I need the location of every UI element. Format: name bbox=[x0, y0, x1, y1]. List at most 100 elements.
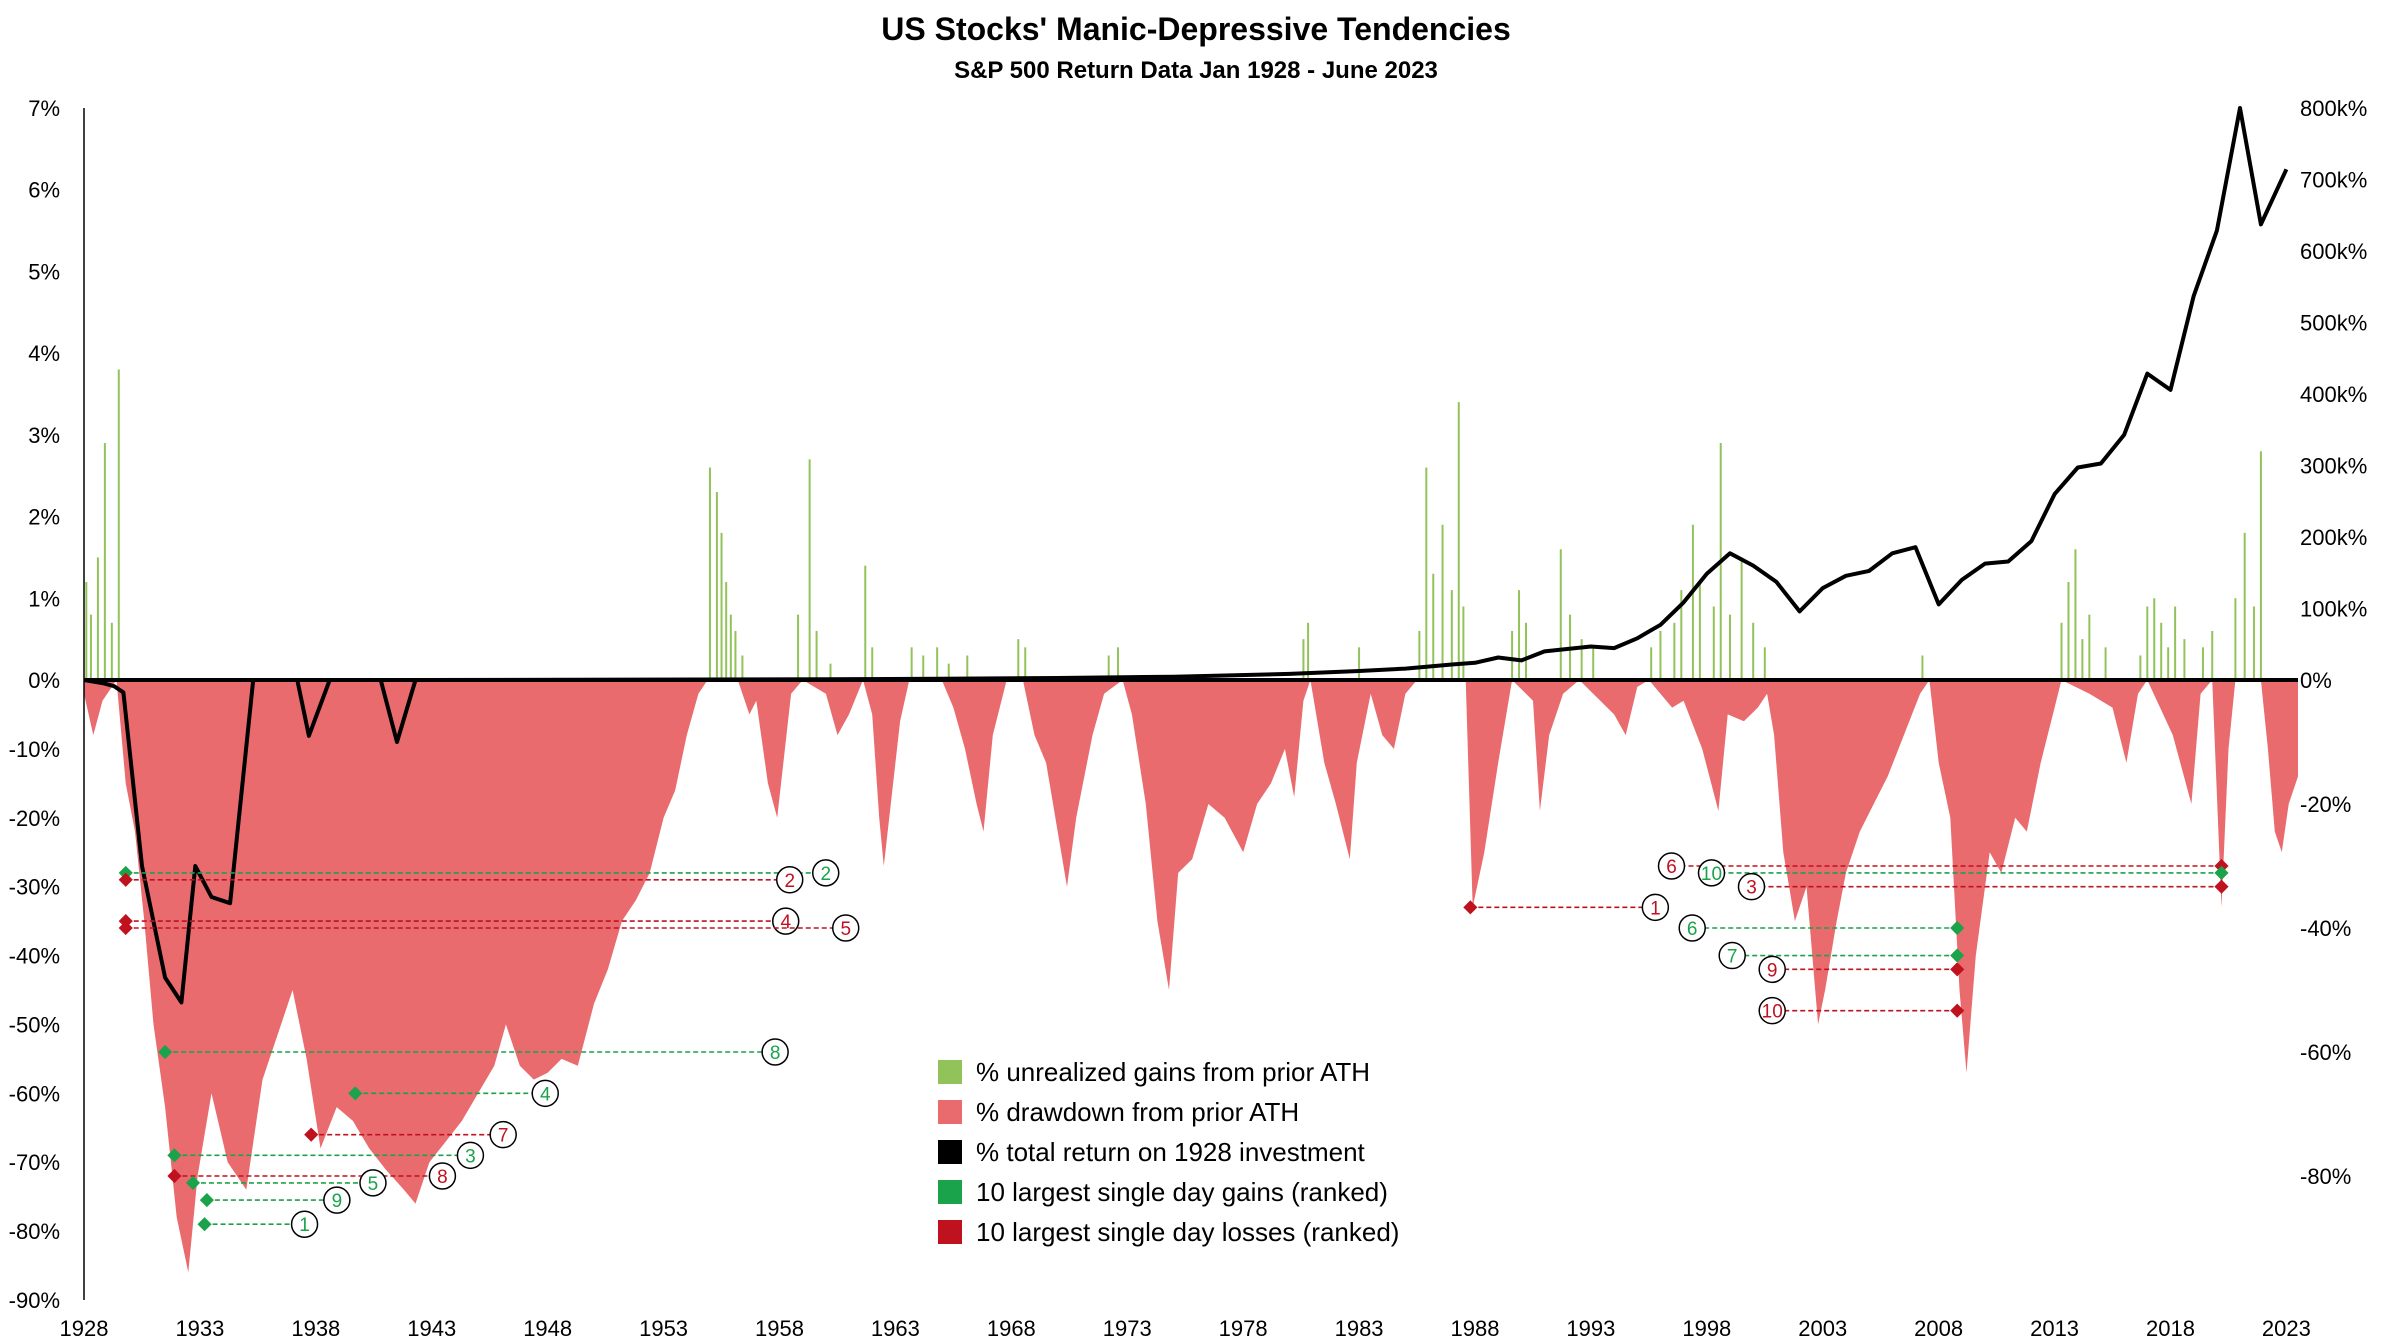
rank-marker-gain-3 bbox=[167, 1148, 182, 1163]
x-tick-label: 2023 bbox=[2262, 1316, 2311, 1341]
x-tick-label: 1973 bbox=[1103, 1316, 1152, 1341]
rank-marker-loss-9 bbox=[1950, 962, 1965, 977]
right-tick-label: 700k% bbox=[2300, 168, 2367, 193]
rank-marker-gain-9 bbox=[199, 1193, 214, 1208]
rank-label-loss-10: 10 bbox=[1762, 1002, 1783, 1023]
rank-label-loss-6: 6 bbox=[1666, 857, 1677, 878]
drawdown-area-layer bbox=[84, 680, 2298, 1273]
rank-circle-loss-9 bbox=[1758, 955, 1786, 984]
left-tick-label: -40% bbox=[9, 944, 60, 969]
rank-label-loss-2: 2 bbox=[784, 871, 795, 892]
left-tick-label: 2% bbox=[28, 505, 60, 530]
gains-spike-layer bbox=[85, 369, 2262, 680]
rank-circle-gain-10 bbox=[1697, 859, 1726, 887]
rank-marker-loss-8 bbox=[167, 1168, 182, 1184]
left-tick-label: 4% bbox=[28, 341, 60, 366]
rank-circle-loss-3 bbox=[1737, 872, 1766, 901]
rank-label-gain-1: 1 bbox=[299, 1215, 310, 1236]
rank-label-loss-3: 3 bbox=[1746, 878, 1757, 899]
right-tick-label: 800k% bbox=[2300, 96, 2367, 121]
rank-marker-gain-7 bbox=[1950, 948, 1965, 963]
rank-circle-gain-8 bbox=[761, 1038, 789, 1066]
x-tick-label: 1978 bbox=[1219, 1316, 1268, 1341]
legend-swatch bbox=[938, 1220, 962, 1244]
x-tick-label: 1943 bbox=[407, 1316, 456, 1341]
rank-marker-loss-2 bbox=[118, 872, 133, 887]
x-tick-label: 1988 bbox=[1451, 1316, 1500, 1341]
left-tick-label: -90% bbox=[9, 1288, 60, 1313]
left-tick-label: -10% bbox=[9, 737, 60, 762]
right-tick-label: -20% bbox=[2300, 792, 2351, 817]
rank-label-gain-8: 8 bbox=[770, 1043, 781, 1064]
right-tick-label: -80% bbox=[2300, 1164, 2351, 1189]
rank-circle-gain-5 bbox=[359, 1169, 387, 1197]
rank-marker-gain-4 bbox=[348, 1086, 363, 1101]
rank-circle-loss-8 bbox=[428, 1162, 457, 1190]
x-tick-label: 1928 bbox=[60, 1316, 109, 1341]
legend-label: 10 largest single day gains (ranked) bbox=[976, 1177, 1388, 1207]
left-tick-label: 0% bbox=[28, 668, 60, 693]
x-tick-label: 1953 bbox=[639, 1316, 688, 1341]
rank-marker-gain-8 bbox=[158, 1044, 173, 1060]
x-tick-label: 1958 bbox=[755, 1316, 804, 1341]
rank-label-gain-9: 9 bbox=[332, 1191, 343, 1212]
right-tick-label: 600k% bbox=[2300, 239, 2367, 264]
left-tick-label: -80% bbox=[9, 1219, 60, 1244]
right-tick-label: -60% bbox=[2300, 1040, 2351, 1065]
left-tick-label: 3% bbox=[28, 423, 60, 448]
x-tick-label: 1963 bbox=[871, 1316, 920, 1341]
x-tick-label: 1998 bbox=[1682, 1316, 1731, 1341]
x-tick-label: 1968 bbox=[987, 1316, 1036, 1341]
rank-circle-loss-10 bbox=[1758, 996, 1786, 1025]
rank-marker-loss-1 bbox=[1463, 900, 1478, 915]
rank-marker-loss-10 bbox=[1950, 1003, 1965, 1018]
left-tick-label: 1% bbox=[28, 586, 60, 611]
x-tick-label: 1938 bbox=[291, 1316, 340, 1341]
rank-label-gain-3: 3 bbox=[465, 1146, 476, 1167]
rank-circle-loss-5 bbox=[831, 914, 860, 942]
legend-swatch bbox=[938, 1180, 962, 1204]
rank-circle-gain-1 bbox=[290, 1210, 319, 1238]
rank-circle-loss-6 bbox=[1657, 852, 1686, 880]
chart-subtitle: S&P 500 Return Data Jan 1928 - June 2023 bbox=[954, 57, 1438, 84]
rank-label-loss-8: 8 bbox=[437, 1167, 448, 1188]
legend-label: % drawdown from prior ATH bbox=[976, 1097, 1299, 1127]
legend-label: % unrealized gains from prior ATH bbox=[976, 1057, 1370, 1087]
chart-title-group: US Stocks' Manic-Depressive Tendencies S… bbox=[881, 11, 1510, 84]
left-tick-label: -60% bbox=[9, 1081, 60, 1106]
legend: % unrealized gains from prior ATH % drawd… bbox=[938, 1057, 1399, 1247]
rank-label-gain-2: 2 bbox=[820, 864, 831, 885]
left-tick-label: 7% bbox=[28, 96, 60, 121]
rank-label-loss-7: 7 bbox=[498, 1126, 509, 1147]
left-tick-label: -20% bbox=[9, 806, 60, 831]
rank-label-loss-5: 5 bbox=[840, 919, 851, 940]
rank-circle-loss-7 bbox=[489, 1120, 517, 1149]
rank-label-loss-1: 1 bbox=[1650, 898, 1661, 919]
rank-label-gain-6: 6 bbox=[1687, 919, 1698, 940]
drawdown-area bbox=[84, 680, 2298, 1273]
x-tick-label: 1948 bbox=[523, 1316, 572, 1341]
legend-swatch bbox=[938, 1060, 962, 1084]
right-tick-label: 500k% bbox=[2300, 311, 2367, 336]
rank-marker-gain-5 bbox=[185, 1175, 201, 1190]
rank-label-loss-4: 4 bbox=[780, 912, 791, 933]
left-tick-label: -70% bbox=[9, 1150, 60, 1175]
rank-marker-gain-1 bbox=[197, 1217, 212, 1232]
left-tick-label: 5% bbox=[28, 259, 60, 284]
left-tick-label: 6% bbox=[28, 178, 60, 203]
rank-label-loss-9: 9 bbox=[1767, 960, 1778, 981]
x-tick-label: 1933 bbox=[175, 1316, 224, 1341]
rank-marker-loss-3 bbox=[2214, 879, 2229, 894]
rank-marker-loss-5 bbox=[118, 920, 133, 936]
legend-swatch bbox=[938, 1140, 962, 1164]
rank-label-gain-4: 4 bbox=[540, 1084, 551, 1105]
rank-circle-gain-9 bbox=[323, 1186, 351, 1214]
rank-circle-gain-2 bbox=[811, 859, 840, 887]
rank-label-gain-7: 7 bbox=[1727, 947, 1738, 968]
right-tick-label: 400k% bbox=[2300, 382, 2367, 407]
left-tick-label: -50% bbox=[9, 1012, 60, 1037]
right-tick-label: 200k% bbox=[2300, 525, 2367, 550]
x-tick-label: 1993 bbox=[1566, 1316, 1615, 1341]
